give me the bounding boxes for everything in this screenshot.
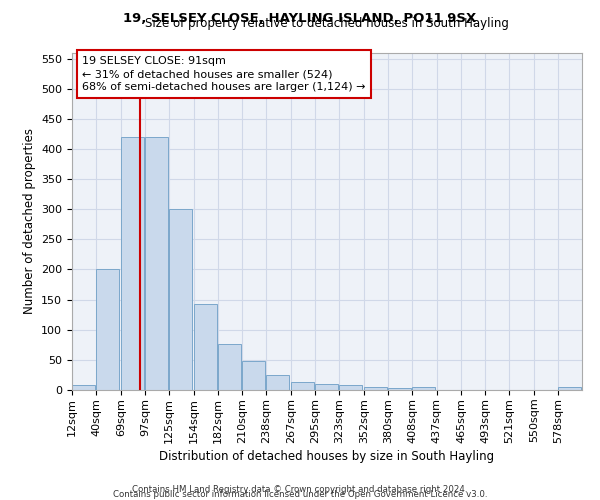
Bar — [169, 209, 193, 390]
Bar — [291, 382, 314, 390]
Bar — [339, 385, 362, 390]
Text: 19 SELSEY CLOSE: 91sqm
← 31% of detached houses are smaller (524)
68% of semi-de: 19 SELSEY CLOSE: 91sqm ← 31% of detached… — [82, 56, 366, 92]
Bar — [121, 137, 144, 390]
X-axis label: Distribution of detached houses by size in South Hayling: Distribution of detached houses by size … — [160, 450, 494, 462]
Bar — [412, 387, 436, 390]
Title: Size of property relative to detached houses in South Hayling: Size of property relative to detached ho… — [145, 18, 509, 30]
Bar — [194, 304, 217, 390]
Text: 19, SELSEY CLOSE, HAYLING ISLAND, PO11 9SX: 19, SELSEY CLOSE, HAYLING ISLAND, PO11 9… — [124, 12, 476, 26]
Y-axis label: Number of detached properties: Number of detached properties — [23, 128, 35, 314]
Bar — [558, 387, 581, 390]
Bar — [145, 137, 169, 390]
Bar — [388, 388, 412, 390]
Bar — [315, 384, 338, 390]
Bar — [218, 344, 241, 390]
Bar — [242, 361, 265, 390]
Text: Contains HM Land Registry data © Crown copyright and database right 2024.: Contains HM Land Registry data © Crown c… — [132, 484, 468, 494]
Bar — [72, 385, 95, 390]
Bar — [96, 270, 119, 390]
Bar — [266, 375, 289, 390]
Bar — [364, 387, 387, 390]
Text: Contains public sector information licensed under the Open Government Licence v3: Contains public sector information licen… — [113, 490, 487, 499]
